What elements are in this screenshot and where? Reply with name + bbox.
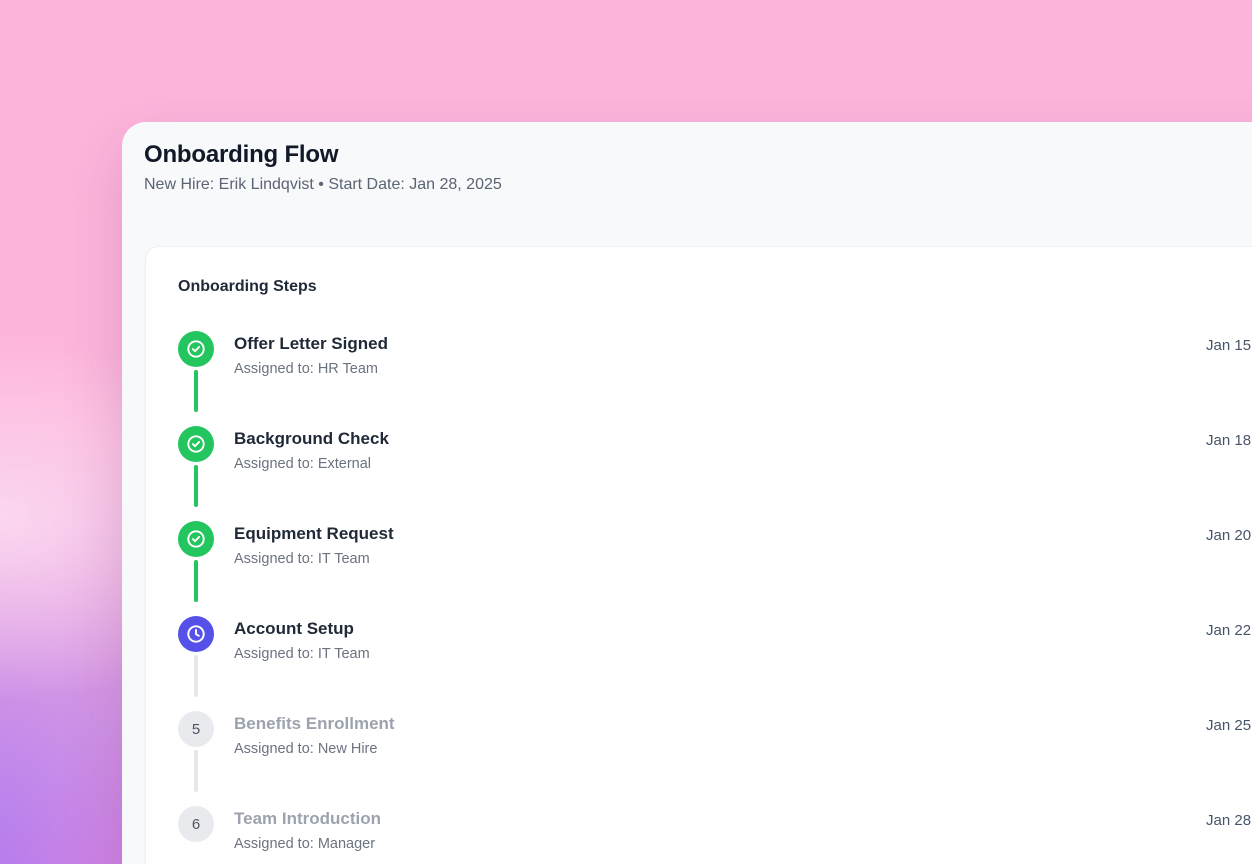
onboarding-steps-card: Onboarding Steps 1 Offer Letter Signed A… [145,246,1252,864]
step-number: 5 [191,720,201,738]
onboarding-step-row: 3 Equipment Request Assigned to: IT Team… [178,521,1252,616]
onboarding-step-row: 5 Benefits Enrollment Assigned to: New H… [178,711,1252,806]
step-date: Jan 25 [1206,717,1252,734]
page-title: Onboarding Flow [144,141,339,168]
step-text: Background Check Assigned to: External [234,426,389,474]
step-title: Offer Letter Signed [234,334,388,353]
window-header: Onboarding Flow New Hire: Erik Lindqvist… [122,122,1252,196]
step-title: Account Setup [234,619,354,638]
step-status-column: 5 [178,711,214,792]
step-title: Team Introduction [234,809,382,828]
step-date: Jan 18 [1206,432,1252,449]
onboarding-step-row: 4 Account Setup Assigned to: IT Team Jan… [178,616,1252,711]
step-status-badge: 3 [178,521,214,557]
step-status-column: 4 [178,616,214,697]
step-text: Equipment Request Assigned to: IT Team [234,521,394,569]
clock-icon [187,625,205,643]
step-text: Offer Letter Signed Assigned to: HR Team [234,331,388,379]
step-text: Benefits Enrollment Assigned to: New Hir… [234,711,395,759]
step-text: Team Introduction Assigned to: Manager [234,806,381,854]
onboarding-step-row: 2 Background Check Assigned to: External… [178,426,1252,521]
step-status-badge: 2 [178,426,214,462]
step-assignee: Assigned to: Manager [234,836,376,852]
step-date: Jan 28 [1206,812,1252,829]
card-heading: Onboarding Steps [178,278,317,295]
step-date: Jan 15 [1206,337,1252,354]
step-connector-line [194,560,198,602]
step-number: 6 [191,815,201,833]
step-assignee: Assigned to: IT Team [234,646,370,662]
step-title: Equipment Request [234,524,394,543]
step-assignee: Assigned to: External [234,456,372,472]
step-title: Background Check [234,429,389,448]
step-date: Jan 20 [1206,527,1252,544]
onboarding-step-row: 6 Team Introduction Assigned to: Manager… [178,806,1252,864]
step-text: Account Setup Assigned to: IT Team [234,616,370,664]
step-status-badge: 4 [178,616,214,652]
step-assignee: Assigned to: HR Team [234,361,378,377]
step-title: Benefits Enrollment [234,714,395,733]
check-circle-icon [187,435,205,453]
step-date: Jan 22 [1206,622,1252,639]
onboarding-step-row: 1 Offer Letter Signed Assigned to: HR Te… [178,331,1252,426]
step-assignee: Assigned to: IT Team [234,551,370,567]
step-status-badge: 1 [178,331,214,367]
check-circle-icon [187,340,205,358]
step-status-column: 6 [178,806,214,842]
steps-list: 1 Offer Letter Signed Assigned to: HR Te… [178,331,1252,864]
step-assignee: Assigned to: New Hire [234,741,378,757]
step-connector-line [194,750,198,792]
step-connector-line [194,655,198,697]
step-status-column: 2 [178,426,214,507]
step-status-badge: 6 [178,806,214,842]
step-connector-line [194,370,198,412]
check-circle-icon [187,530,205,548]
page-subtitle: New Hire: Erik Lindqvist • Start Date: J… [144,176,502,193]
step-status-column: 1 [178,331,214,412]
step-status-badge: 5 [178,711,214,747]
onboarding-window: Onboarding Flow New Hire: Erik Lindqvist… [122,122,1252,864]
step-connector-line [194,465,198,507]
step-status-column: 3 [178,521,214,602]
